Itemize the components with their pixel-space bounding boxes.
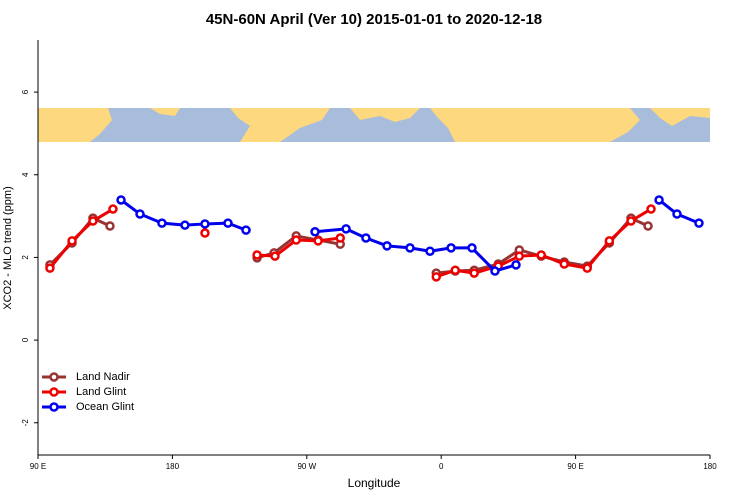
chart-title: 45N-60N April (Ver 10) 2015-01-01 to 202… xyxy=(206,11,542,28)
y-axis-label: XCO2 - MLO trend (ppm) xyxy=(2,186,14,309)
world-map-band xyxy=(38,108,710,142)
series-point xyxy=(67,236,77,246)
x-tick-label: 90 E xyxy=(30,462,46,471)
series-point xyxy=(291,235,301,245)
x-tick-label: 180 xyxy=(703,462,717,471)
series-point xyxy=(200,228,210,238)
legend-label: Land Nadir xyxy=(76,371,130,383)
series-point xyxy=(313,236,323,246)
series-point xyxy=(200,219,210,229)
series-point xyxy=(604,236,615,246)
y-tick-label: -2 xyxy=(21,419,30,427)
series-point xyxy=(45,263,55,273)
series-point xyxy=(405,243,415,253)
series-point xyxy=(559,259,570,269)
series-point xyxy=(469,268,479,278)
series-line xyxy=(48,207,114,270)
x-tick-label: 90 W xyxy=(297,462,316,471)
series-point xyxy=(361,233,371,243)
series-point xyxy=(223,218,233,228)
series-point xyxy=(180,220,190,230)
x-axis-label: Longitude xyxy=(348,476,401,490)
series-point xyxy=(672,209,682,219)
series-point xyxy=(135,209,145,219)
legend-label: Land Glint xyxy=(76,386,126,398)
series-line xyxy=(314,227,517,273)
legend-label: Ocean Glint xyxy=(76,401,134,413)
series-point xyxy=(582,263,592,273)
series-point xyxy=(310,227,320,237)
series-point xyxy=(105,221,115,231)
series-point xyxy=(335,233,346,243)
legend-marker xyxy=(49,387,59,397)
series-point xyxy=(116,195,126,205)
legend-marker xyxy=(49,402,59,412)
series-point xyxy=(446,243,456,253)
y-tick-label: 6 xyxy=(21,89,30,94)
series-point xyxy=(511,260,521,270)
series-point xyxy=(646,204,656,214)
series-point xyxy=(467,243,477,253)
x-tick-label: 90 E xyxy=(567,462,583,471)
series-point xyxy=(425,246,435,256)
series-point xyxy=(490,266,500,276)
series-point xyxy=(241,225,251,235)
series-point xyxy=(382,241,392,251)
series-point xyxy=(643,221,653,231)
series-point xyxy=(626,216,636,226)
series-point xyxy=(536,250,547,260)
series-point xyxy=(341,224,351,234)
series-point xyxy=(431,272,442,282)
x-tick-label: 0 xyxy=(439,462,444,471)
series-point xyxy=(694,218,704,228)
x-tick-label: 180 xyxy=(166,462,180,471)
series-point xyxy=(157,218,167,228)
series-line xyxy=(435,207,652,279)
legend-marker xyxy=(49,372,59,382)
series-point xyxy=(450,265,460,275)
series-point xyxy=(514,251,525,261)
y-tick-label: 0 xyxy=(21,337,30,342)
series-point xyxy=(270,251,280,261)
y-tick-label: 2 xyxy=(21,255,30,260)
series-point xyxy=(654,195,664,205)
series-point xyxy=(108,204,118,214)
series-point xyxy=(88,216,98,226)
y-tick-label: 4 xyxy=(21,172,30,177)
series-point xyxy=(252,250,262,260)
